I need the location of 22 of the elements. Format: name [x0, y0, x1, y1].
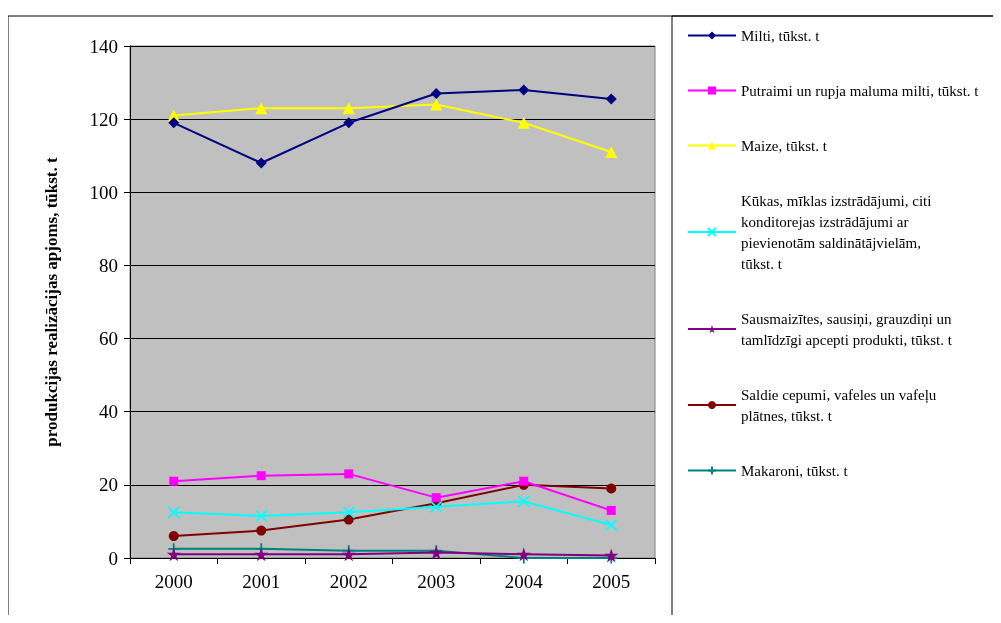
y-tick-label: 120 — [89, 108, 118, 130]
y-tick-label: 80 — [99, 254, 118, 276]
y-tick-label: 40 — [99, 401, 118, 423]
y-tick-label: 100 — [89, 181, 118, 203]
legend-label: Maize, tūkst. t — [741, 137, 828, 154]
legend-label: Milti, tūkst. t — [741, 27, 821, 44]
legend-label: Putraimi un rupja maluma milti, tūkst. t — [741, 82, 980, 99]
x-tick-label: 2003 — [417, 571, 456, 592]
legend-label: Kūkas, mīklas izstrādājumi, citi konditorejas izstrādājumi ar pievienotām saldinātājvielām, tūkst. t — [741, 192, 936, 272]
legend-label: Makaroni, tūkst. t — [741, 462, 849, 479]
y-tick-label: 20 — [99, 474, 118, 496]
y-tick-label: 60 — [99, 328, 118, 350]
x-tick-label: 2000 — [154, 571, 193, 592]
legend-label: Saldie cepumi, vafeles un vafeļu plātnes, tūkst. t — [741, 386, 941, 424]
y-tick-label: 0 — [108, 547, 118, 569]
y-axis-title: produkcijas realizācijas apjoms, tūkst. t — [42, 157, 61, 447]
x-tick-label: 2005 — [592, 571, 631, 592]
x-tick-label: 2002 — [329, 571, 368, 592]
x-tick-label: 2001 — [242, 571, 281, 592]
legend-label: Sausmaizītes, sausiņi, grauzdiņi un tamlīdzīgi apcepti produkti, tūkst. t — [741, 310, 956, 348]
y-tick-label: 140 — [89, 35, 118, 57]
x-tick-label: 2004 — [504, 571, 544, 592]
